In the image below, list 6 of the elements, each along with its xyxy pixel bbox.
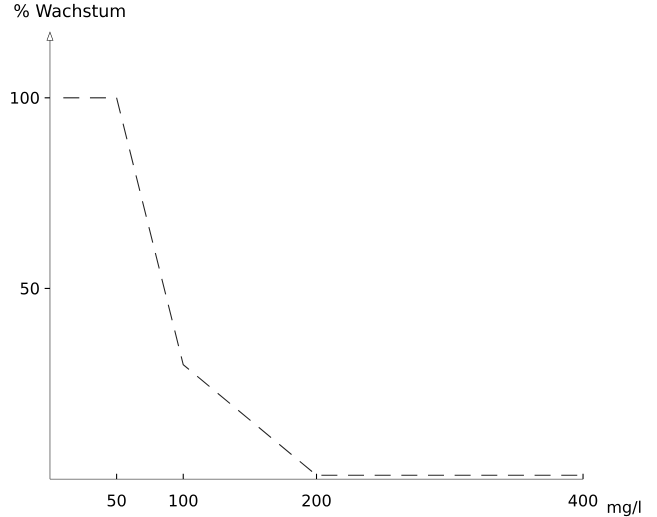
- x-tick-label: 200: [302, 494, 331, 507]
- x-tick-label: 100: [170, 494, 198, 507]
- x-axis-title: mg/l: [608, 500, 640, 516]
- x-tick-label: 400: [568, 494, 598, 507]
- x-tick-label: 50: [108, 494, 126, 507]
- y-axis-title: % Wachstum: [14, 4, 125, 18]
